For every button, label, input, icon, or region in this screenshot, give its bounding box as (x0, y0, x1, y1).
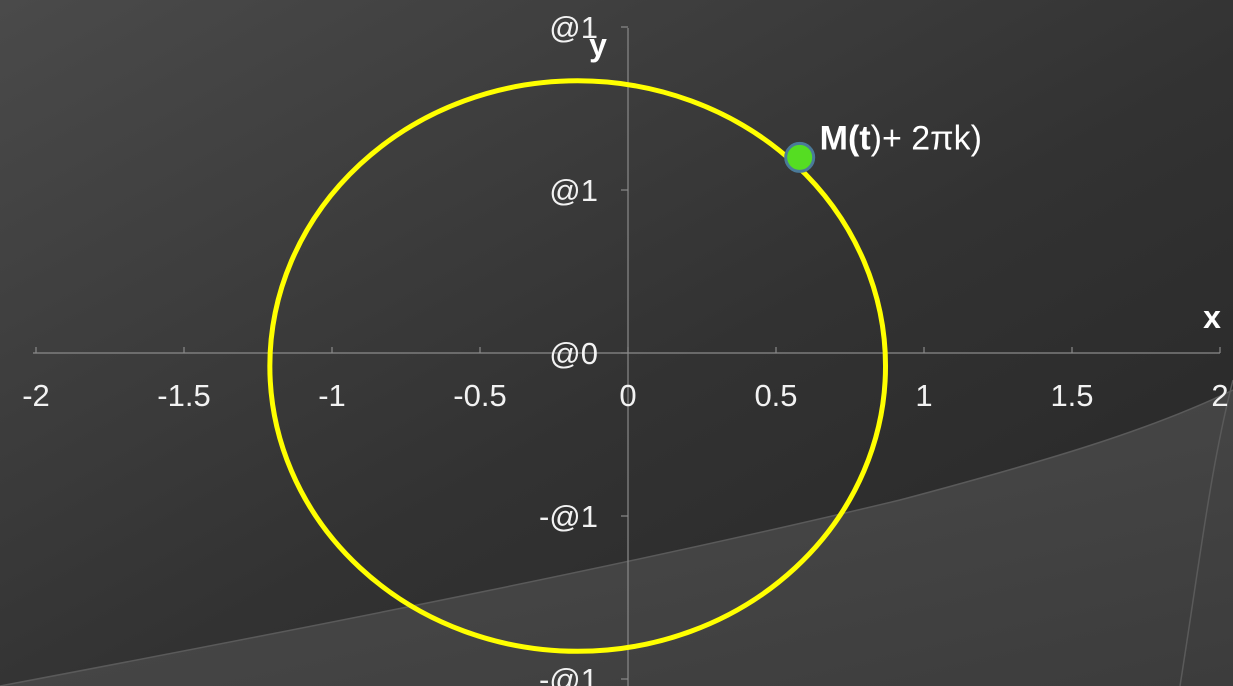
x-axis-title: x (1203, 299, 1221, 335)
x-ticks: -2 -1.5 -1 -0.5 0 0.5 1 1.5 2 (22, 347, 1229, 413)
point-label-bold: M(t (820, 119, 871, 157)
x-tick-label: 1 (915, 378, 932, 413)
x-tick-label: 2 (1211, 378, 1228, 413)
x-tick-label: -1.5 (157, 378, 210, 413)
y-ticks: @1 @1 @0 -@1 -@1 (539, 10, 628, 686)
x-tick-label: 1.5 (1050, 378, 1093, 413)
background-arc (1179, 379, 1233, 686)
point-marker (784, 141, 816, 173)
x-tick-label: -1 (318, 378, 346, 413)
y-tick-label: @0 (549, 336, 598, 371)
x-tick-label: 0.5 (754, 378, 797, 413)
background-swoosh (0, 390, 1233, 686)
unit-circle (267, 78, 889, 654)
y-tick-label: -@1 (539, 662, 598, 686)
y-tick-label: @1 (549, 10, 598, 45)
background-swoosh-edge (0, 389, 1233, 686)
point-label-rest: )+ 2πk) (871, 119, 982, 157)
x-tick-label: 0 (619, 378, 636, 413)
x-tick-label: -0.5 (453, 378, 506, 413)
x-tick-label: -2 (22, 378, 50, 413)
y-tick-label: @1 (549, 173, 598, 208)
y-tick-label: -@1 (539, 499, 598, 534)
y-axis-title: y (589, 27, 607, 63)
point-label: M(t)+ 2πk) (820, 119, 982, 157)
